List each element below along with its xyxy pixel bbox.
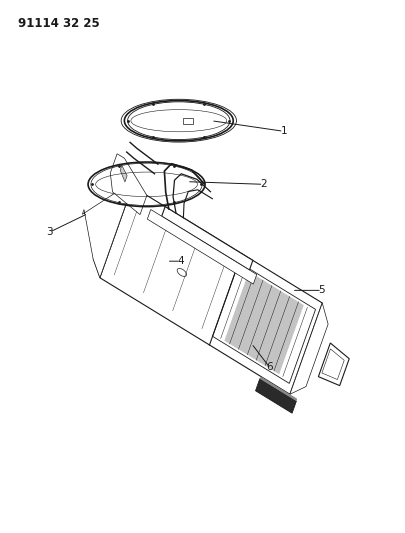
FancyBboxPatch shape — [182, 117, 192, 124]
Text: 1: 1 — [279, 126, 286, 136]
Polygon shape — [147, 209, 256, 284]
Polygon shape — [224, 271, 303, 374]
Text: 5: 5 — [318, 285, 324, 295]
Polygon shape — [100, 187, 322, 394]
Polygon shape — [110, 154, 147, 215]
Text: 4: 4 — [177, 256, 184, 266]
Polygon shape — [120, 165, 127, 182]
Text: 6: 6 — [266, 362, 272, 372]
Polygon shape — [255, 379, 296, 413]
Polygon shape — [93, 187, 132, 278]
Polygon shape — [289, 303, 327, 394]
Polygon shape — [82, 187, 132, 278]
Polygon shape — [161, 207, 252, 270]
Polygon shape — [321, 349, 343, 379]
Text: 91114 32 25: 91114 32 25 — [17, 17, 99, 30]
Polygon shape — [318, 343, 348, 385]
Text: 2: 2 — [260, 179, 266, 189]
Polygon shape — [259, 376, 296, 401]
Text: 3: 3 — [46, 227, 53, 237]
Polygon shape — [212, 262, 315, 383]
